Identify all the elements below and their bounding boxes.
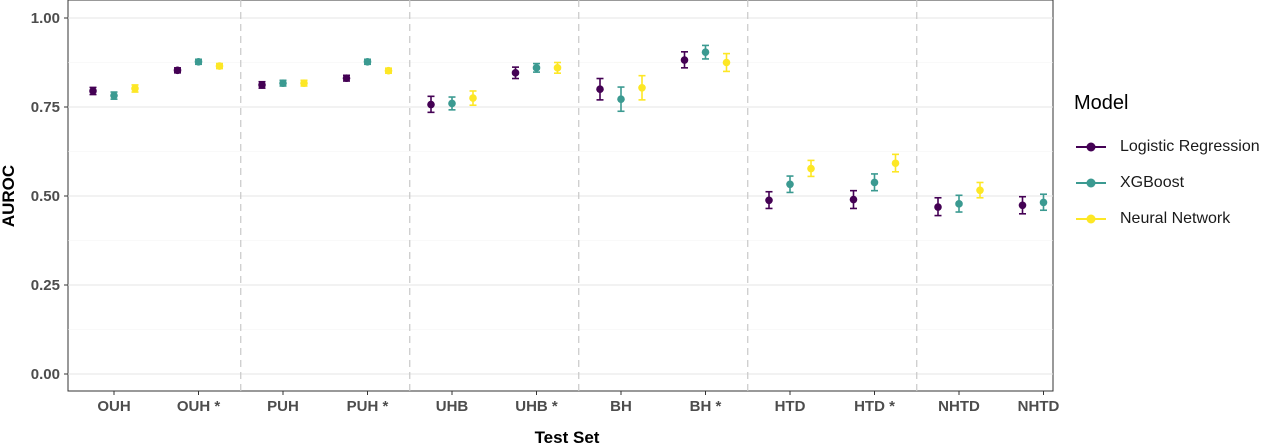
x-tick-label: NHTD *	[1018, 398, 1060, 415]
data-point	[891, 159, 900, 168]
data-point	[469, 94, 477, 102]
legend-label: XGBoost	[1120, 174, 1185, 191]
data-point	[1039, 198, 1048, 207]
data-point	[617, 95, 625, 103]
data-point	[701, 48, 710, 56]
legend-title: Model	[1074, 92, 1129, 114]
legend-key-logistic-regression	[1076, 142, 1106, 152]
x-tick-label: OUH *	[177, 398, 221, 415]
x-tick-label: PUH *	[347, 398, 389, 415]
legend-item-neural-network: Neural Network	[1074, 201, 1260, 237]
data-point	[1018, 201, 1027, 210]
data-point	[934, 203, 942, 211]
y-tick-label: 0.50	[31, 188, 60, 205]
data-point	[427, 100, 435, 109]
series-xgboost	[110, 44, 1048, 213]
data-marks	[89, 44, 1048, 217]
data-point	[279, 79, 287, 87]
series-neural-network	[131, 52, 984, 199]
data-point	[342, 74, 351, 82]
data-point	[532, 64, 541, 72]
legend-label: Neural Network	[1120, 210, 1231, 227]
data-point	[849, 195, 858, 204]
x-axis: OUH OUH * PUH PUH * UHB UHB * BH BH * HTD HTD * NH…	[97, 391, 1060, 415]
y-axis: 0.00 0.25 0.50 0.75 1.00	[31, 10, 68, 383]
x-tick-label: PUH	[267, 398, 299, 415]
data-point	[173, 66, 182, 75]
data-point	[976, 186, 984, 195]
data-point	[89, 87, 97, 95]
data-point	[511, 69, 520, 77]
y-tick-label: 0.00	[31, 366, 60, 383]
x-tick-label: OUH	[97, 398, 130, 415]
x-tick-label: UHB	[436, 398, 469, 415]
data-point	[448, 99, 456, 108]
x-tick-label: UHB *	[515, 398, 558, 415]
data-point	[215, 62, 224, 70]
y-axis-title: AUROC	[0, 165, 18, 227]
data-point	[553, 64, 562, 72]
data-point	[786, 180, 794, 189]
data-point	[363, 57, 372, 66]
data-point	[300, 79, 308, 87]
data-point	[870, 178, 879, 187]
data-point	[765, 196, 773, 205]
legend-item-logistic-regression: Logistic Regression	[1074, 129, 1260, 165]
legend-key-neural-network	[1076, 214, 1106, 224]
x-tick-label: HTD *	[854, 398, 895, 415]
y-tick-label: 0.75	[31, 99, 60, 116]
y-tick-label: 1.00	[31, 10, 60, 27]
auroc-chart: 0.00 0.25 0.50 0.75 1.00 OUH OUH * PUH PUH * UHB…	[0, 0, 1060, 447]
x-tick-label: HTD	[775, 398, 806, 415]
data-point	[194, 57, 203, 66]
data-point	[596, 85, 604, 93]
data-point	[680, 56, 689, 64]
data-point	[722, 58, 731, 67]
series-logistic-regression	[89, 51, 1027, 217]
data-point	[110, 91, 118, 100]
legend-key-xgboost	[1076, 178, 1106, 188]
data-point	[131, 84, 139, 93]
group-separators	[240, 0, 918, 391]
y-tick-label: 0.25	[31, 277, 60, 294]
x-tick-label: NHTD	[938, 398, 980, 415]
x-tick-label: BH *	[690, 398, 722, 415]
legend: Model Logistic Regression XGBoost Neural…	[1074, 92, 1260, 237]
data-point	[955, 200, 963, 208]
data-point	[807, 164, 815, 173]
legend-item-xgboost: XGBoost	[1074, 165, 1260, 201]
data-point	[384, 66, 393, 75]
data-point	[638, 83, 646, 92]
legend-label: Logistic Regression	[1120, 138, 1260, 155]
x-axis-title: Test Set	[535, 428, 600, 447]
x-tick-label: BH	[610, 398, 632, 415]
data-point	[258, 81, 266, 89]
